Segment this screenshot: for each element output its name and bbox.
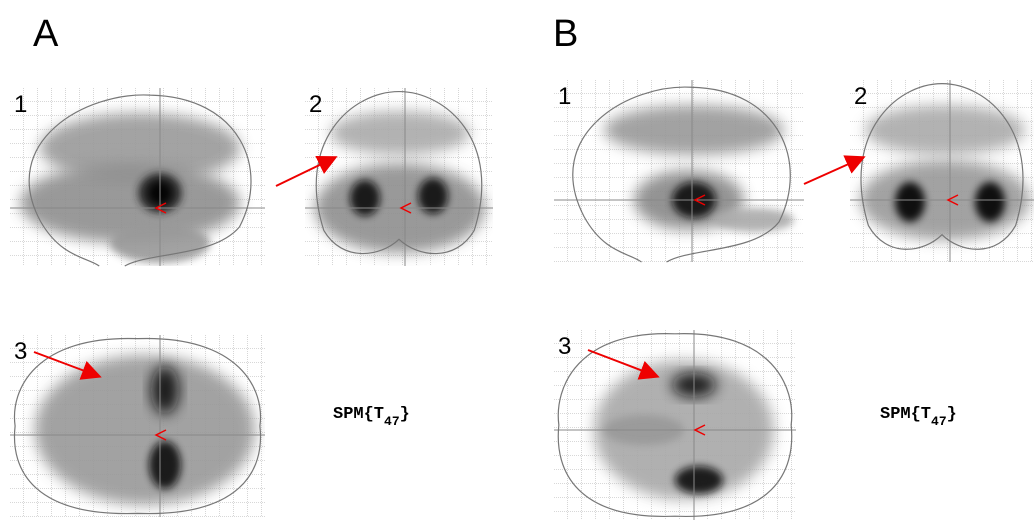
view-number: 1 bbox=[558, 83, 571, 110]
views: 1 2 3 1 2 3 bbox=[10, 80, 1034, 520]
glass-brain-view: 1 bbox=[10, 88, 265, 266]
stat-suffix: } bbox=[947, 405, 957, 424]
view-content bbox=[554, 80, 804, 262]
glass-brain-view: 2 bbox=[850, 80, 1034, 262]
activation-blob bbox=[714, 208, 794, 232]
view-content bbox=[10, 335, 265, 517]
statistic-label: SPM{T47} bbox=[333, 405, 410, 429]
stat-prefix: SPM{T bbox=[880, 405, 931, 424]
view-content bbox=[554, 330, 796, 520]
glass-brain-view: 2 bbox=[305, 88, 493, 266]
activation-blob bbox=[149, 441, 181, 489]
glass-brain-view: 3 bbox=[10, 335, 265, 517]
activation-blob bbox=[151, 366, 179, 414]
panel-label: B bbox=[553, 13, 578, 55]
stat-subscript: 47 bbox=[931, 414, 947, 429]
activation-blob bbox=[675, 466, 723, 494]
activation-blob bbox=[35, 355, 255, 505]
statistic-label: SPM{T47} bbox=[880, 405, 957, 429]
view-number: 3 bbox=[14, 338, 27, 365]
glass-brain-view: 1 bbox=[554, 80, 804, 262]
glass-brain-view: 3 bbox=[554, 330, 796, 520]
activation-blob bbox=[975, 182, 1005, 222]
stat-prefix: SPM{T bbox=[333, 405, 384, 424]
activation-blob bbox=[604, 105, 784, 155]
activation-blob bbox=[418, 178, 448, 214]
view-number: 2 bbox=[854, 83, 867, 110]
panel-label: A bbox=[33, 13, 59, 55]
view-number: 2 bbox=[309, 91, 322, 118]
stat-subscript: 47 bbox=[384, 414, 400, 429]
activation-blob bbox=[350, 180, 380, 216]
stat-suffix: } bbox=[400, 405, 410, 424]
view-content bbox=[10, 88, 265, 266]
figure: 123123 A B SPM{T47} SPM{T47} bbox=[0, 0, 1034, 525]
activation-blob bbox=[330, 111, 470, 155]
view-number: 1 bbox=[14, 91, 27, 118]
view-number: 3 bbox=[558, 333, 571, 360]
activation-blob bbox=[895, 182, 925, 222]
